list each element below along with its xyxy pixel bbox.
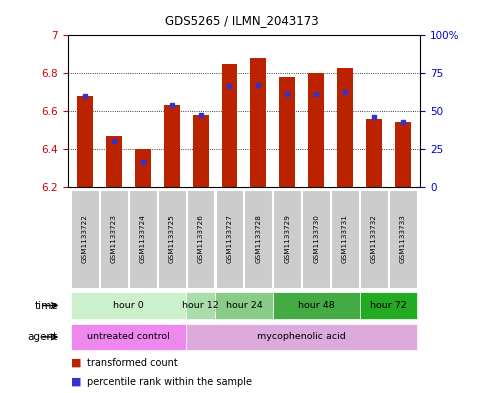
FancyBboxPatch shape: [389, 190, 417, 288]
Text: mycophenolic acid: mycophenolic acid: [257, 332, 346, 342]
FancyBboxPatch shape: [158, 190, 185, 288]
Text: GSM1133728: GSM1133728: [256, 214, 261, 263]
Bar: [77, 96, 93, 187]
Bar: [135, 149, 151, 187]
FancyBboxPatch shape: [302, 190, 330, 288]
Bar: [250, 58, 266, 187]
Text: GSM1133731: GSM1133731: [342, 214, 348, 263]
Text: GSM1133722: GSM1133722: [82, 214, 88, 263]
Text: GSM1133732: GSM1133732: [371, 214, 377, 263]
Text: hour 24: hour 24: [226, 301, 262, 310]
Text: agent: agent: [28, 332, 58, 342]
Bar: [106, 136, 122, 187]
Text: GSM1133729: GSM1133729: [284, 214, 290, 263]
Text: ■: ■: [71, 377, 82, 387]
Bar: [366, 119, 382, 187]
FancyBboxPatch shape: [71, 324, 186, 350]
Text: GSM1133724: GSM1133724: [140, 214, 146, 263]
FancyBboxPatch shape: [360, 190, 388, 288]
Text: GSM1133727: GSM1133727: [227, 214, 232, 263]
Text: GSM1133733: GSM1133733: [400, 214, 406, 263]
Text: hour 72: hour 72: [370, 301, 407, 310]
FancyBboxPatch shape: [273, 190, 301, 288]
Text: GSM1133725: GSM1133725: [169, 214, 175, 263]
Bar: [222, 64, 238, 187]
FancyBboxPatch shape: [273, 292, 359, 319]
Text: hour 0: hour 0: [113, 301, 143, 310]
Text: transformed count: transformed count: [87, 358, 178, 368]
FancyBboxPatch shape: [129, 190, 156, 288]
FancyBboxPatch shape: [331, 190, 359, 288]
FancyBboxPatch shape: [100, 190, 128, 288]
Bar: [395, 122, 411, 187]
FancyBboxPatch shape: [244, 190, 272, 288]
FancyBboxPatch shape: [215, 190, 243, 288]
FancyBboxPatch shape: [215, 292, 273, 319]
Text: GSM1133730: GSM1133730: [313, 214, 319, 263]
Text: hour 12: hour 12: [182, 301, 219, 310]
Text: GSM1133726: GSM1133726: [198, 214, 203, 263]
Text: GSM1133723: GSM1133723: [111, 214, 117, 263]
FancyBboxPatch shape: [186, 292, 215, 319]
FancyBboxPatch shape: [187, 190, 214, 288]
Text: percentile rank within the sample: percentile rank within the sample: [87, 377, 252, 387]
Text: GDS5265 / ILMN_2043173: GDS5265 / ILMN_2043173: [165, 14, 318, 27]
Text: ■: ■: [71, 358, 82, 368]
Text: untreated control: untreated control: [87, 332, 170, 342]
FancyBboxPatch shape: [71, 190, 99, 288]
Bar: [164, 105, 180, 187]
FancyBboxPatch shape: [186, 324, 417, 350]
FancyBboxPatch shape: [359, 292, 417, 319]
FancyBboxPatch shape: [71, 292, 186, 319]
Bar: [279, 77, 295, 187]
Bar: [337, 68, 353, 187]
Bar: [308, 73, 324, 187]
Bar: [193, 115, 209, 187]
Text: time: time: [34, 301, 58, 310]
Text: hour 48: hour 48: [298, 301, 335, 310]
